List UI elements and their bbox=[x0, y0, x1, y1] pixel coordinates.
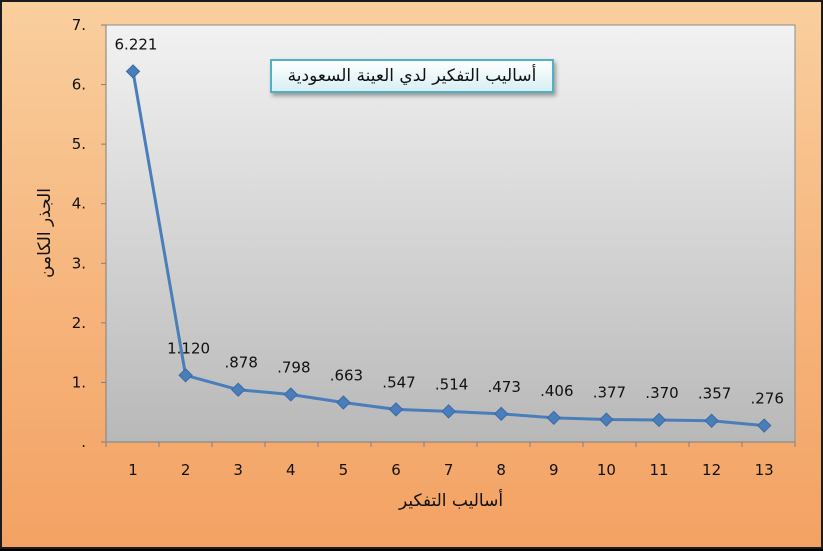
x-tick-label: 13 bbox=[755, 461, 774, 479]
y-tick-label: . bbox=[81, 433, 86, 451]
data-label: .514 bbox=[435, 375, 468, 393]
data-label: .547 bbox=[382, 373, 415, 391]
data-label: .370 bbox=[645, 384, 678, 402]
data-label: .878 bbox=[224, 354, 257, 372]
data-label: .276 bbox=[750, 390, 783, 408]
chart-title: أساليب التفكير لدي العينة السعودية bbox=[270, 59, 554, 93]
series-markers bbox=[125, 64, 772, 433]
x-tick-label: 5 bbox=[339, 461, 349, 479]
x-tick-label: 12 bbox=[702, 461, 721, 479]
x-tick-label: 6 bbox=[391, 461, 401, 479]
plot-area bbox=[105, 24, 796, 443]
data-point-marker bbox=[546, 410, 562, 426]
data-point-marker bbox=[388, 402, 404, 417]
x-tick-label: 4 bbox=[286, 461, 296, 479]
data-point-marker bbox=[230, 382, 246, 397]
y-tick-label: 3. bbox=[72, 254, 86, 272]
data-point-marker bbox=[283, 387, 299, 402]
data-labels: 6.221 1.120 .878 .798 .663 .547 .514 .473 .406 .3… bbox=[115, 35, 784, 407]
y-axis-title: الجذر الكامن bbox=[35, 188, 55, 278]
x-tick-label: 9 bbox=[549, 461, 559, 479]
x-tick-label: 2 bbox=[181, 461, 191, 479]
data-point-marker bbox=[178, 368, 193, 383]
data-label: .473 bbox=[487, 378, 520, 396]
x-tick-label: 11 bbox=[649, 461, 668, 479]
data-label: .663 bbox=[330, 367, 363, 385]
data-point-marker bbox=[704, 413, 719, 428]
data-point-marker bbox=[493, 406, 509, 422]
data-point-marker bbox=[756, 418, 772, 433]
x-tick-label: 8 bbox=[496, 461, 506, 479]
y-tick-label: 1. bbox=[72, 373, 86, 391]
x-tick-label: 1 bbox=[128, 461, 138, 479]
x-axis-title: أساليب التفكير bbox=[398, 489, 503, 511]
data-point-marker bbox=[599, 412, 614, 427]
y-axis-ticks: . 1. 2. 3. 4. 5. 6. 7. bbox=[72, 16, 106, 451]
x-tick-label: 10 bbox=[597, 461, 616, 479]
data-label: .406 bbox=[540, 382, 573, 400]
data-point-marker bbox=[441, 404, 456, 419]
data-point-marker bbox=[125, 64, 141, 79]
y-tick-label: 4. bbox=[72, 195, 86, 213]
data-point-marker bbox=[651, 412, 667, 428]
x-axis-ticks: 1 2 3 4 5 6 7 8 9 10 11 12 13 bbox=[105, 442, 796, 479]
y-tick-label: 2. bbox=[72, 314, 86, 332]
y-tick-label: 7. bbox=[72, 16, 86, 34]
y-tick-label: 6. bbox=[72, 76, 86, 94]
x-tick-label: 3 bbox=[233, 461, 243, 479]
y-tick-label: 5. bbox=[72, 135, 86, 153]
x-tick-label: 7 bbox=[444, 461, 454, 479]
data-label: .357 bbox=[698, 385, 731, 403]
data-label: .798 bbox=[277, 358, 310, 376]
data-label: .377 bbox=[593, 384, 626, 402]
data-label: 6.221 bbox=[115, 35, 158, 53]
data-point-marker bbox=[336, 395, 351, 410]
data-label: 1.120 bbox=[167, 339, 210, 357]
axes bbox=[105, 25, 795, 443]
